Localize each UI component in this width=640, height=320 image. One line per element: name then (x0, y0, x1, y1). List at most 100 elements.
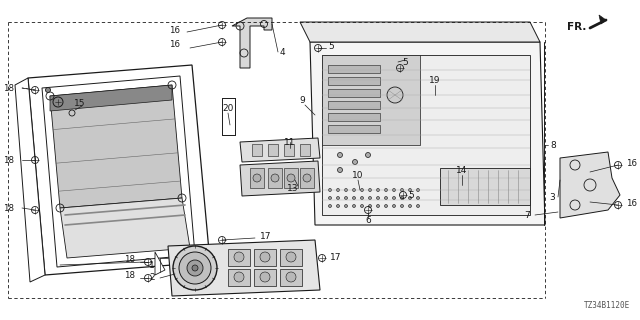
Text: 7: 7 (524, 211, 530, 220)
Circle shape (45, 87, 51, 92)
Polygon shape (50, 85, 172, 111)
Text: 16: 16 (169, 26, 180, 35)
Circle shape (376, 188, 380, 191)
Text: 13: 13 (287, 183, 298, 193)
Polygon shape (328, 101, 380, 109)
Polygon shape (560, 152, 620, 218)
Circle shape (303, 174, 311, 182)
Circle shape (401, 196, 403, 199)
Text: 4: 4 (279, 47, 285, 57)
Polygon shape (310, 42, 545, 225)
Circle shape (286, 272, 296, 282)
Text: 15: 15 (74, 99, 86, 108)
Circle shape (328, 188, 332, 191)
Circle shape (286, 252, 296, 262)
Text: FR.: FR. (566, 22, 586, 32)
Circle shape (385, 188, 387, 191)
Circle shape (369, 204, 371, 207)
Polygon shape (228, 269, 250, 286)
Text: 17: 17 (260, 231, 271, 241)
Circle shape (337, 153, 342, 157)
Circle shape (392, 204, 396, 207)
Text: 18: 18 (3, 156, 14, 164)
Circle shape (328, 196, 332, 199)
Polygon shape (168, 240, 320, 296)
Polygon shape (254, 269, 276, 286)
Text: 5: 5 (408, 190, 413, 199)
Text: 18: 18 (3, 84, 14, 92)
Circle shape (401, 204, 403, 207)
Circle shape (260, 272, 270, 282)
Circle shape (369, 196, 371, 199)
Text: 16: 16 (169, 39, 180, 49)
Circle shape (360, 188, 364, 191)
Polygon shape (300, 144, 310, 156)
Polygon shape (284, 168, 298, 188)
Circle shape (353, 188, 355, 191)
Polygon shape (15, 78, 45, 282)
Circle shape (353, 159, 358, 164)
Circle shape (360, 196, 364, 199)
Circle shape (337, 188, 339, 191)
Text: 18: 18 (124, 271, 135, 281)
Polygon shape (42, 76, 195, 267)
Circle shape (344, 196, 348, 199)
Polygon shape (50, 85, 182, 208)
Text: 2: 2 (149, 274, 155, 283)
Circle shape (253, 174, 261, 182)
Circle shape (401, 188, 403, 191)
Text: 3: 3 (549, 193, 555, 202)
Polygon shape (322, 55, 420, 145)
Text: 1: 1 (149, 260, 155, 269)
Circle shape (408, 204, 412, 207)
Text: 5: 5 (328, 42, 333, 51)
Text: 16: 16 (626, 198, 637, 207)
Text: 17: 17 (330, 253, 342, 262)
Circle shape (417, 188, 419, 191)
Text: 11: 11 (284, 138, 296, 147)
Text: 18: 18 (3, 204, 14, 212)
Circle shape (328, 204, 332, 207)
Text: 8: 8 (550, 140, 556, 149)
Text: 14: 14 (456, 165, 468, 174)
Circle shape (385, 196, 387, 199)
Circle shape (408, 188, 412, 191)
Polygon shape (232, 18, 272, 68)
Circle shape (385, 204, 387, 207)
Polygon shape (268, 144, 278, 156)
Polygon shape (60, 198, 190, 258)
Text: 5: 5 (402, 58, 408, 67)
Polygon shape (155, 252, 165, 275)
Circle shape (179, 252, 211, 284)
Circle shape (365, 153, 371, 157)
Circle shape (187, 260, 203, 276)
Polygon shape (28, 65, 210, 275)
Polygon shape (280, 269, 302, 286)
Circle shape (369, 188, 371, 191)
Circle shape (353, 204, 355, 207)
Polygon shape (254, 249, 276, 266)
Polygon shape (599, 15, 606, 24)
Polygon shape (240, 161, 320, 196)
Polygon shape (300, 168, 314, 188)
Circle shape (376, 196, 380, 199)
Polygon shape (250, 168, 264, 188)
Circle shape (392, 188, 396, 191)
Circle shape (353, 196, 355, 199)
Circle shape (344, 204, 348, 207)
Text: 10: 10 (352, 171, 364, 180)
Circle shape (287, 174, 295, 182)
Circle shape (408, 196, 412, 199)
Polygon shape (240, 138, 320, 162)
Text: 20: 20 (222, 103, 234, 113)
Circle shape (344, 188, 348, 191)
Circle shape (337, 167, 342, 172)
Circle shape (337, 204, 339, 207)
Polygon shape (252, 144, 262, 156)
Polygon shape (322, 55, 530, 215)
Text: 16: 16 (626, 158, 637, 167)
Circle shape (392, 196, 396, 199)
Circle shape (234, 252, 244, 262)
Circle shape (417, 196, 419, 199)
Circle shape (173, 246, 217, 290)
